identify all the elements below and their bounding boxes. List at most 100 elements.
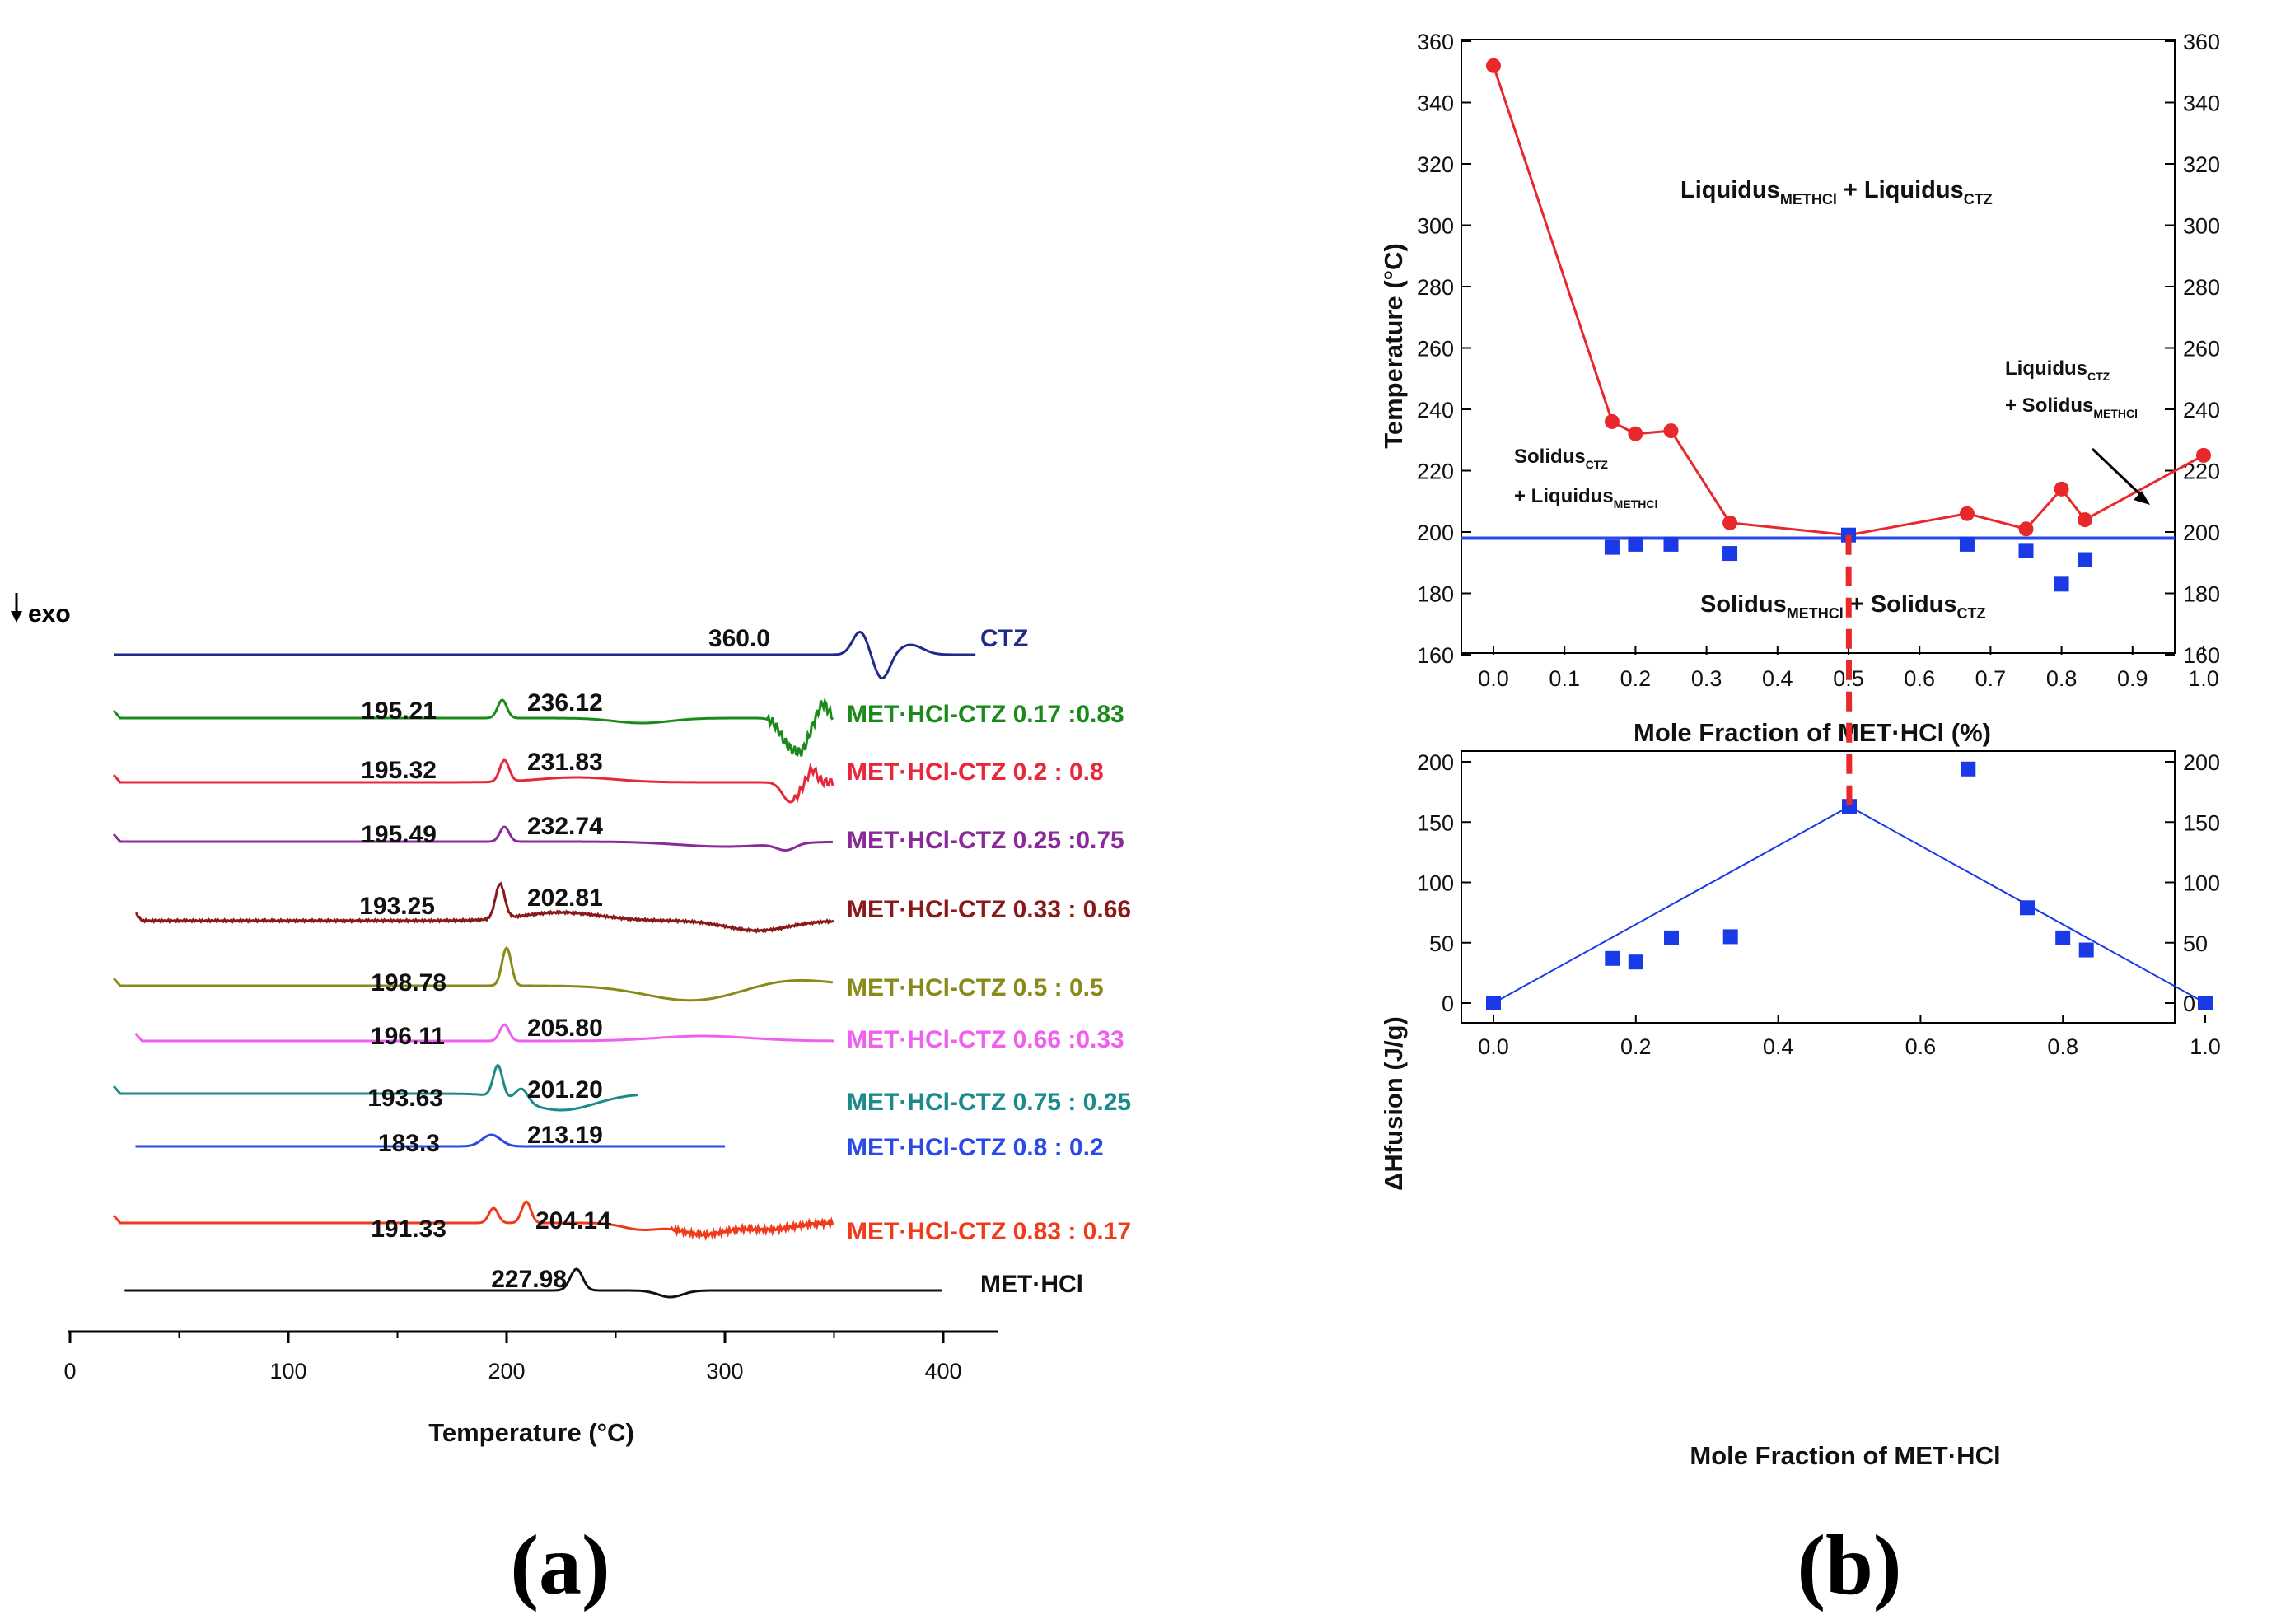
- bb-y-tick-label-right: 0: [2183, 992, 2195, 1016]
- enthalpy-point: [2020, 900, 2035, 916]
- bb-x-tick-label: 0.0: [1478, 1034, 1509, 1059]
- dsc-curve-4: [135, 881, 834, 934]
- liquidus-point: [2018, 521, 2034, 537]
- dsc-curve-2: [112, 758, 834, 804]
- tammann-line: [1493, 805, 2206, 1004]
- b-top-frame: [1461, 39, 2176, 654]
- peak-label-3-b: 232.74: [527, 813, 603, 840]
- bb-y-tick-label-right: 50: [2183, 931, 2208, 956]
- peak-label-9-b: 204.14: [535, 1207, 611, 1234]
- peak-label-6-b: 205.80: [527, 1015, 603, 1042]
- peak-label-4-a: 193.25: [359, 893, 435, 920]
- a-x-axis: 0 100 200 300 400: [63, 1330, 998, 1384]
- liquidus-point: [1628, 426, 1643, 441]
- bt-y-tick-label-right: 180: [2183, 582, 2220, 607]
- dsc-curve-1: [112, 698, 834, 757]
- bb-y-tick-label: 50: [1429, 931, 1454, 956]
- a-x-axis-label: Temperature (°C): [428, 1418, 634, 1447]
- dsc-curve-7: [112, 1063, 638, 1112]
- panel-b-top: 0.00.10.20.30.40.50.60.70.80.91.01601601…: [1379, 30, 2220, 747]
- enthalpy-point: [1628, 954, 1643, 970]
- enthalpy-point: [1605, 950, 1620, 966]
- dsc-curve-5: [112, 945, 833, 1002]
- bt-x-tick-label: 0.3: [1691, 666, 1722, 691]
- b-top-plot: [1461, 58, 2211, 592]
- a-tick-label: 100: [269, 1359, 306, 1384]
- liquidus-point: [1722, 515, 1738, 530]
- a-tick-label: 400: [924, 1359, 961, 1384]
- bt-x-tick-label: 0.4: [1762, 666, 1793, 691]
- bb-frame-spacer: [1461, 751, 2175, 1023]
- series-label-6: MET·HCl-CTZ 0.66 :0.33: [847, 1026, 1124, 1053]
- peak-label-5: 198.78: [371, 969, 446, 996]
- bb-x-tick-label: 1.0: [2190, 1034, 2221, 1059]
- peak-label-9-a: 191.33: [371, 1216, 446, 1243]
- region-liquidus-ctz-solidus-met-line2: + SolidusMETHCl: [2005, 394, 2138, 420]
- region-liquidus-liquidus: LiquidusMETHCl + LiquidusCTZ: [1680, 177, 1993, 208]
- bb-x-tick-label: 0.2: [1620, 1034, 1652, 1059]
- solidus-point: [1628, 536, 1643, 552]
- bt-y-tick-label-right: 160: [2183, 643, 2220, 668]
- liquidus-point: [1959, 506, 1975, 521]
- peak-label-6-a: 196.11: [371, 1023, 445, 1050]
- bt-x-tick-label: 0.6: [1904, 666, 1935, 691]
- b-bottom-y-label: ΔHfusion (J/g): [1379, 1016, 1408, 1191]
- bt-x-tick-label: 0.9: [2117, 666, 2148, 691]
- bt-y-tick-label-right: 360: [2183, 30, 2220, 54]
- a-tick-label: 300: [706, 1359, 743, 1384]
- panel-a-label: (a): [510, 1518, 610, 1612]
- bt-x-tick-label: 0.8: [2046, 666, 2078, 691]
- dsc-curve-6: [134, 1023, 834, 1043]
- bt-y-tick-label-right: 340: [2183, 91, 2220, 116]
- peak-label-8-a: 183.3: [378, 1130, 440, 1157]
- liquidus-point: [2078, 512, 2093, 528]
- liquidus-point: [2196, 447, 2211, 463]
- series-label-7: MET·HCl-CTZ 0.75 : 0.25: [847, 1089, 1131, 1116]
- enthalpy-point: [1961, 761, 1976, 777]
- bt-y-tick-label: 340: [1417, 91, 1454, 116]
- b-bottom-axes: 0.0 0.2 0.4 0.6 0.8 1.0 0 0 50 50 100 100 150 150 200 2…: [1417, 750, 2221, 1059]
- enthalpy-point: [1722, 929, 1738, 945]
- bt-y-tick-label: 240: [1417, 398, 1454, 422]
- region-solidus-solidus: SolidusMETHCl + SolidusCTZ: [1700, 591, 1986, 622]
- dsc-curve-0: [114, 630, 976, 680]
- peak-label-8-b: 213.19: [527, 1122, 603, 1149]
- bb-y-tick-label-right: 100: [2183, 871, 2220, 896]
- enthalpy-point: [2198, 996, 2213, 1010]
- b-top-y-label: Temperature (°C): [1379, 243, 1408, 449]
- bt-y-tick-label-right: 240: [2183, 398, 2220, 422]
- peak-label-ctz: 360.0: [708, 625, 770, 652]
- series-label-9: MET·HCl-CTZ 0.83 : 0.17: [847, 1218, 1131, 1245]
- solidus-point: [2054, 576, 2069, 592]
- peak-label-7-a: 193.63: [367, 1085, 443, 1112]
- peak-label-3-a: 195.49: [361, 821, 437, 848]
- panel-a: exo 360.0 CTZ 195.21 236.12 MET·HCl-CTZ 0.17…: [11, 593, 1131, 1612]
- b-bottom-x-label: Mole Fraction of MET·HCl: [1690, 1441, 2000, 1470]
- bb-x-tick-label: 0.6: [1905, 1034, 1937, 1059]
- liquidus-point: [1663, 423, 1679, 439]
- bb-y-tick-label: 0: [1442, 992, 1454, 1016]
- liquidus-point: [2054, 481, 2069, 497]
- dsc-curves: 360.0 CTZ 195.21 236.12 MET·HCl-CTZ 0.17 :0.…: [112, 625, 1131, 1299]
- panel-b-label: (b): [1797, 1518, 1901, 1612]
- series-label-10: MET·HCl: [980, 1271, 1083, 1298]
- bb-x-tick-label: 0.4: [1763, 1034, 1794, 1059]
- b-top-axes: 0.00.10.20.30.40.50.60.70.80.91.01601601…: [1417, 30, 2220, 691]
- b-bottom-frame-top: [1461, 750, 2176, 1024]
- bb-y-tick-label: 200: [1417, 750, 1454, 775]
- solidus-point: [2078, 552, 2093, 567]
- bt-y-tick-label: 360: [1417, 30, 1454, 54]
- bt-y-tick-label: 260: [1417, 337, 1454, 362]
- bb-y-tick-label: 150: [1417, 810, 1454, 835]
- solidus-point: [1722, 546, 1738, 562]
- peak-label-4-b: 202.81: [527, 884, 603, 912]
- bb-y-tick-label-right: 200: [2183, 750, 2220, 775]
- series-label-0: CTZ: [980, 625, 1028, 652]
- solidus-point: [2018, 543, 2034, 558]
- peak-label-7-b: 201.20: [527, 1076, 603, 1104]
- bt-y-tick-label: 300: [1417, 214, 1454, 239]
- exo-label: exo: [28, 600, 71, 628]
- bt-x-tick-label: 0.1: [1549, 666, 1580, 691]
- bt-y-tick-label: 160: [1417, 643, 1454, 668]
